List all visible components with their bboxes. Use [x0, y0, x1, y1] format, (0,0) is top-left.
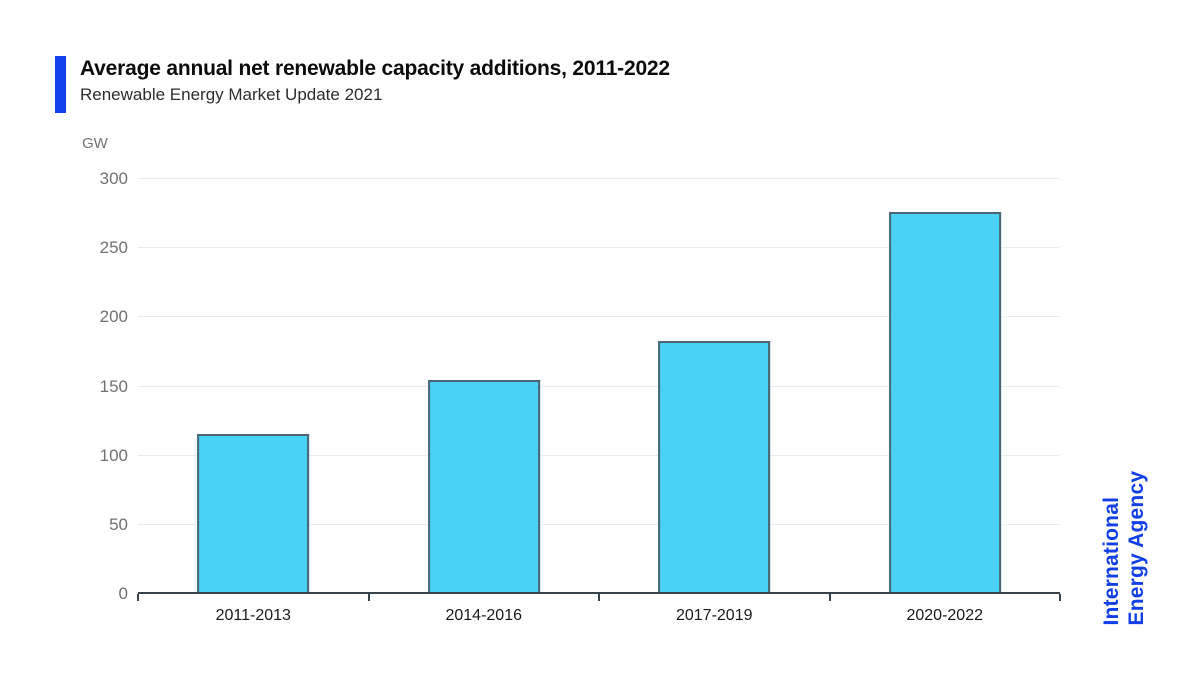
- x-axis-line: [138, 592, 1060, 594]
- x-axis-ticks: [137, 594, 1061, 602]
- y-tick-label-300: 300: [99, 169, 128, 188]
- x-tick-label-2011-2013: 2011-2013: [215, 607, 291, 624]
- x-axis-tick-2: [598, 594, 600, 601]
- y-tick-label-100: 100: [99, 445, 128, 465]
- x-axis-tick-4: [1059, 594, 1061, 601]
- x-tick-label-2014-2016: 2014-2016: [445, 607, 522, 624]
- y-tick-label-50: 50: [109, 514, 128, 534]
- bar-slot-2020-2022: [830, 179, 1061, 594]
- bar-2020-2022: [888, 212, 1001, 594]
- x-axis-tick-0: [137, 594, 139, 601]
- chart-header: Average annual net renewable capacity ad…: [80, 57, 670, 105]
- iea-logo: International Energy Agency: [1099, 458, 1151, 625]
- gridline-300: [138, 178, 1060, 179]
- gridline-100: [138, 454, 1060, 456]
- gridline-250: [138, 247, 1060, 249]
- y-tick-label-0: 0: [118, 584, 128, 603]
- gridline-50: [138, 523, 1060, 525]
- bar-2017-2019: [658, 340, 771, 594]
- bar-slot-2017-2019: [599, 179, 830, 594]
- x-axis-tick-1: [367, 594, 370, 601]
- plot-area: [137, 178, 1061, 601]
- bar-2014-2016: [427, 379, 540, 594]
- x-axis-labels: 2011-2013 2014-2016 2017-2019 2020-2022: [138, 607, 1060, 625]
- y-axis-labels: 0 50 100 150 200 250 300: [40, 169, 128, 603]
- gridlines-layer: [138, 178, 1060, 594]
- bar-2011-2013: [197, 433, 310, 594]
- x-tick-label-2017-2019: 2017-2019: [675, 607, 753, 624]
- iea-logo-line2: Energy Agency: [1125, 470, 1148, 625]
- bar-slot-2014-2016: [369, 179, 600, 594]
- chart-subtitle: Renewable Energy Market Update 2021: [80, 85, 383, 104]
- x-axis-tick-3: [828, 594, 831, 601]
- iea-logo-line1: International: [1100, 496, 1124, 625]
- y-axis-unit-label: GW: [82, 135, 108, 152]
- x-tick-label-2020-2022: 2020-2022: [906, 607, 983, 624]
- iea-logo-text: International Energy Agency: [1099, 458, 1151, 625]
- y-tick-label-200: 200: [99, 307, 128, 327]
- bar-slot-2011-2013: [138, 179, 369, 594]
- y-tick-label-150: 150: [99, 376, 128, 396]
- y-tick-label-250: 250: [99, 238, 128, 258]
- chart-title: Average annual net renewable capacity ad…: [80, 57, 670, 80]
- gridline-150: [138, 385, 1060, 387]
- title-accent-bar: [55, 56, 66, 113]
- gridline-200: [138, 316, 1060, 318]
- bars-layer: [138, 179, 1060, 594]
